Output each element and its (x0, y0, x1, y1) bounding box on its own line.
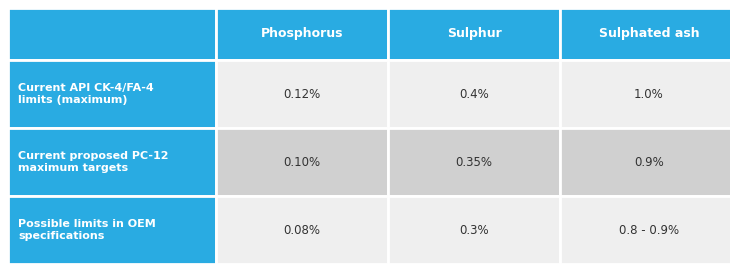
Bar (388, 60, 560, 128)
Bar (8, 128, 216, 196)
Bar (216, 128, 388, 196)
Text: 0.12%: 0.12% (283, 87, 320, 101)
Bar (388, 196, 560, 264)
Bar (216, 196, 388, 264)
Text: 0.3%: 0.3% (459, 224, 489, 236)
Bar (388, 8, 560, 60)
Bar (560, 60, 730, 128)
Text: Current proposed PC-12
maximum targets: Current proposed PC-12 maximum targets (18, 151, 169, 173)
Text: 0.35%: 0.35% (456, 156, 493, 169)
Text: 0.8 - 0.9%: 0.8 - 0.9% (619, 224, 679, 236)
Text: 0.08%: 0.08% (283, 224, 320, 236)
Text: Sulphated ash: Sulphated ash (599, 27, 699, 41)
Text: 0.10%: 0.10% (283, 156, 320, 169)
Text: Sulphur: Sulphur (447, 27, 502, 41)
Text: 0.9%: 0.9% (634, 156, 664, 169)
Bar (216, 60, 388, 128)
Text: 1.0%: 1.0% (634, 87, 664, 101)
Bar (216, 8, 388, 60)
Text: Possible limits in OEM
specifications: Possible limits in OEM specifications (18, 219, 155, 241)
Bar (560, 196, 730, 264)
Bar (8, 60, 216, 128)
Bar (388, 128, 560, 196)
Bar (560, 128, 730, 196)
Bar (8, 8, 216, 60)
Text: Current API CK-4/FA-4
limits (maximum): Current API CK-4/FA-4 limits (maximum) (18, 83, 154, 105)
Text: 0.4%: 0.4% (459, 87, 489, 101)
Text: Phosphorus: Phosphorus (261, 27, 343, 41)
Bar (560, 8, 730, 60)
Bar (8, 196, 216, 264)
